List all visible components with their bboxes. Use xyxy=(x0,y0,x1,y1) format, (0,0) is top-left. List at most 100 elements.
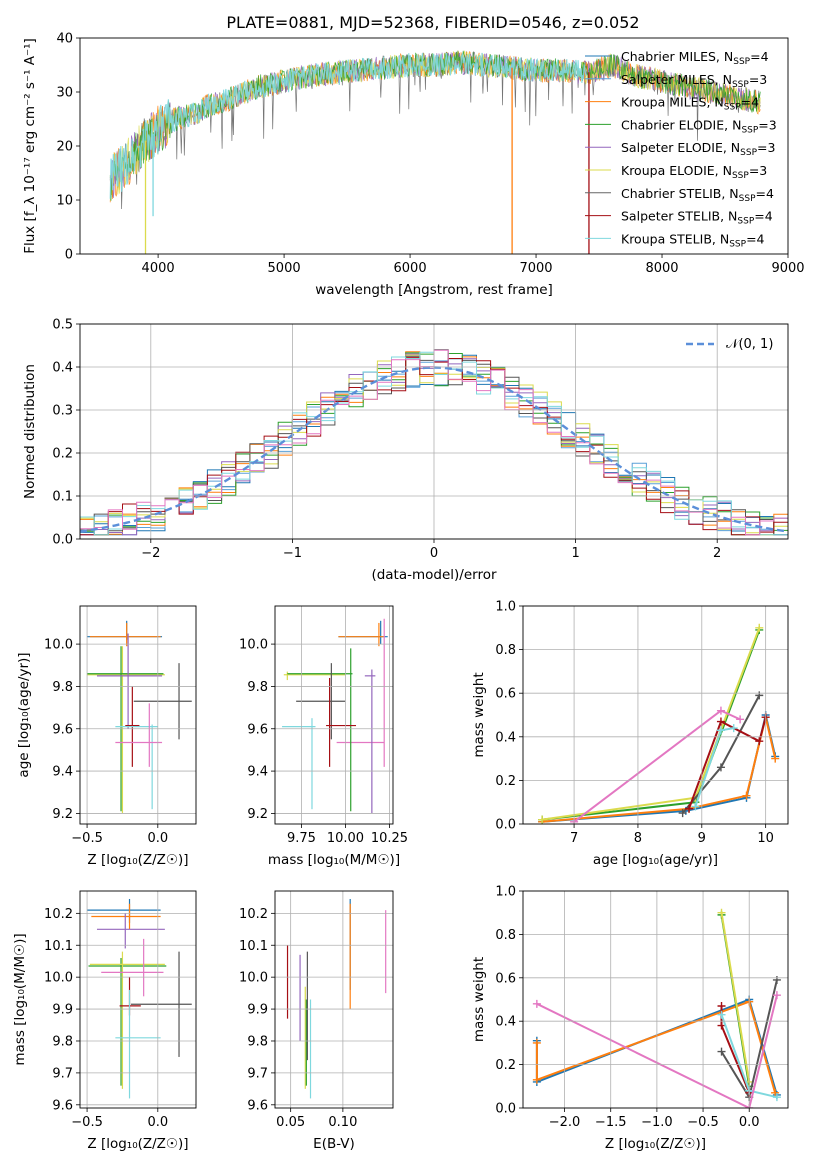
weight-marker xyxy=(532,1038,541,1047)
x-tick-label: 0.0 xyxy=(739,1115,760,1130)
plot-area xyxy=(87,620,192,814)
x-tick-label: −1 xyxy=(283,546,302,561)
x-tick-label: 5000 xyxy=(268,261,301,276)
y-tick-label: 9.8 xyxy=(52,680,73,695)
weight-marker xyxy=(717,1002,726,1011)
y-tick-label: 10.2 xyxy=(44,907,73,922)
y-axis-label: mass weight xyxy=(471,672,487,757)
legend-count: =3 xyxy=(757,140,775,155)
x-tick-label: −1.5 xyxy=(595,1115,627,1130)
weight-marker xyxy=(755,691,764,700)
x-tick-label: 8 xyxy=(634,831,642,846)
legend-count: =4 xyxy=(756,186,774,201)
y-tick-label: 0.0 xyxy=(495,818,516,833)
weight-marker xyxy=(716,763,725,772)
weight-marker xyxy=(772,1093,781,1102)
y-tick-label: 0.1 xyxy=(52,490,73,505)
y-tick-label: 9.9 xyxy=(247,1003,268,1018)
y-tick-label: 10.0 xyxy=(239,638,268,653)
panel-age_vs_Z: −0.5 0.0 9.2 9.4 9.6 9.8 10.0 Z [log₁₀(Z/Z☉)] ag… xyxy=(16,605,197,868)
y-tick-label: 9.8 xyxy=(52,1034,73,1049)
y-tick-label: 10.0 xyxy=(44,638,73,653)
x-tick-label: −2 xyxy=(141,546,160,561)
x-tick-label: 2 xyxy=(713,546,721,561)
x-tick-label: 6000 xyxy=(394,261,427,276)
residual-legend: 𝒩(0, 1) xyxy=(686,337,773,352)
y-tick-label: 0.4 xyxy=(52,361,73,376)
weight-marker xyxy=(532,999,541,1008)
weight-line xyxy=(536,994,778,1108)
x-tick-label: 0.0 xyxy=(147,1115,168,1130)
plot-area xyxy=(532,908,781,1108)
x-axis-label: Z [log₁₀(Z/Z☉)] xyxy=(87,1136,188,1152)
spectrum-line xyxy=(109,52,587,199)
spectrum-line xyxy=(109,50,761,201)
y-tick-label: 30 xyxy=(56,86,73,101)
y-tick-label: 0.6 xyxy=(495,971,516,986)
y-tick-label: 10.0 xyxy=(239,971,268,986)
y-tick-label: 9.2 xyxy=(52,807,73,822)
y-tick-label: 0.8 xyxy=(495,643,516,658)
y-tick-label: 10.0 xyxy=(44,971,73,986)
y-tick-label: 0 xyxy=(65,248,73,263)
x-tick-label: 1 xyxy=(571,546,579,561)
plot-area xyxy=(286,898,387,1099)
x-tick-label: 7000 xyxy=(519,261,552,276)
legend-subscript: SSP xyxy=(740,148,757,158)
axes-frame xyxy=(274,605,394,825)
x-axis-label: wavelength [Angstrom, rest frame] xyxy=(315,282,553,298)
x-tick-label: 0.0 xyxy=(147,831,168,846)
axes-frame xyxy=(79,605,197,825)
weight-marker xyxy=(716,726,725,735)
y-axis-label: Flux [f_λ 10⁻¹⁷ erg cm⁻² s⁻¹ A⁻¹] xyxy=(22,38,38,254)
panel-spectrum: 4000 5000 6000 7000 8000 9000 0 10 20 30 40 wavelen… xyxy=(22,32,805,299)
y-axis-label: Normed distribution xyxy=(22,364,38,499)
weight-marker xyxy=(532,1075,541,1084)
legend-count: =4 xyxy=(750,49,768,64)
spectrum-legend: Chabrier MILES, NSSP=4 Salpeter MILES, NS… xyxy=(585,49,777,249)
weight-marker xyxy=(736,715,745,724)
axes-frame xyxy=(522,605,789,825)
x-tick-label: 4000 xyxy=(142,261,175,276)
weight-marker xyxy=(771,1088,780,1097)
axes-frame xyxy=(274,890,394,1109)
panel-weight_vs_Z: −2.0 −1.5 −1.0 −0.5 0.0 0.0 0.2 0.4 0.6 0.8 1.0 Z [… xyxy=(471,885,789,1152)
y-tick-label: 10.1 xyxy=(239,939,268,954)
legend-subscript: SSP xyxy=(739,194,756,204)
legend-label: Chabrier MILES, NSSP=4 xyxy=(621,49,769,67)
y-tick-label: 9.8 xyxy=(247,680,268,695)
weight-marker xyxy=(772,991,781,1000)
x-tick-label: −1.0 xyxy=(641,1115,673,1130)
panel-residuals: −2 −1 0 1 2 0.0 0.1 0.2 0.3 0.4 0.5 (data-model)/er… xyxy=(22,318,789,583)
y-tick-label: 0.0 xyxy=(495,1102,516,1117)
legend-count: =4 xyxy=(741,95,759,110)
y-tick-label: 40 xyxy=(56,32,73,47)
x-axis-label: E(B-V) xyxy=(313,1136,355,1152)
x-tick-label: 9 xyxy=(698,831,706,846)
y-tick-label: 0.3 xyxy=(52,404,73,419)
x-tick-label: −0.5 xyxy=(71,831,103,846)
legend-count: =4 xyxy=(754,209,772,224)
y-tick-label: 0.2 xyxy=(495,1058,516,1073)
legend-count: =3 xyxy=(758,117,776,132)
y-tick-label: 10 xyxy=(56,194,73,209)
legend-label: Kroupa STELIB, NSSP=4 xyxy=(621,231,765,249)
x-axis-label: mass [log₁₀(M/M☉)] xyxy=(268,852,400,868)
y-tick-label: 0.6 xyxy=(495,687,516,702)
y-tick-label: 9.4 xyxy=(52,765,73,780)
weight-line xyxy=(688,716,767,810)
weight-marker xyxy=(717,1010,726,1019)
panel-mass_vs_ebv: 0.05 0.10 9.6 9.7 9.8 9.9 10.0 10.1 10.2 E(B-V) xyxy=(239,890,394,1152)
y-tick-label: 9.2 xyxy=(247,807,268,822)
legend-subscript: SSP xyxy=(737,217,754,227)
y-axis-label: mass weight xyxy=(471,957,487,1042)
weight-marker xyxy=(716,717,725,726)
legend-label: 𝒩(0, 1) xyxy=(726,337,773,352)
y-axis-label: age [log₁₀(age/yr)] xyxy=(16,652,32,777)
y-tick-label: 0.2 xyxy=(495,774,516,789)
y-tick-label: 9.7 xyxy=(247,1066,268,1081)
panel-age_vs_mass: 9.75 10.00 10.25 9.2 9.4 9.6 9.8 10.0 mass [log₁… xyxy=(239,605,408,868)
weight-marker xyxy=(691,802,700,811)
y-tick-label: 0.5 xyxy=(52,318,73,333)
